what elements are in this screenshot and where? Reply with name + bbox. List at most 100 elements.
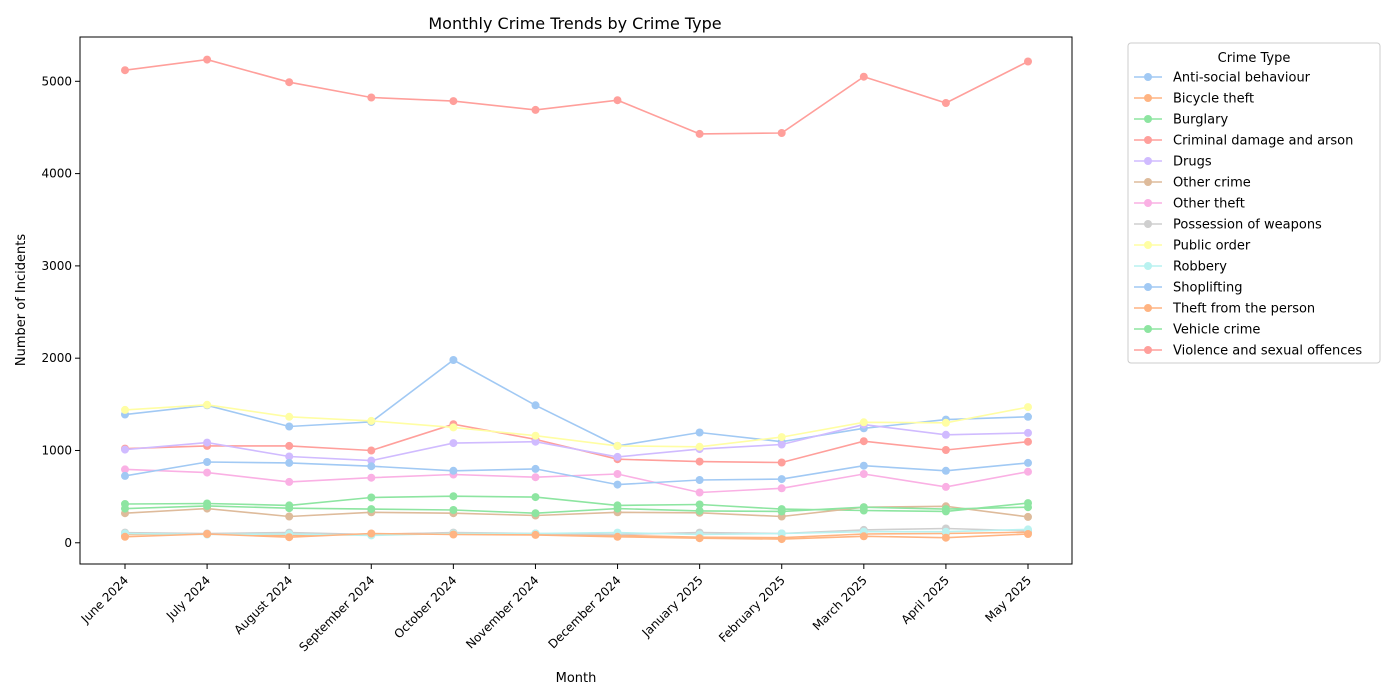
data-point	[531, 530, 540, 539]
series-vehicle-crime	[121, 501, 1032, 518]
data-point	[203, 468, 212, 477]
data-point	[367, 505, 376, 514]
data-point	[531, 401, 540, 410]
legend-item-shoplifting: Shoplifting	[1134, 281, 1242, 296]
data-point	[695, 534, 704, 543]
y-tick-label: 4000	[41, 167, 72, 181]
data-point	[531, 437, 540, 446]
legend-marker	[1144, 115, 1152, 123]
legend-label: Theft from the person	[1172, 302, 1315, 317]
data-point	[859, 437, 868, 446]
data-point	[121, 66, 129, 75]
series-theft-from-the-person	[121, 529, 1032, 544]
data-point	[695, 428, 704, 437]
y-axis: 0 1000 2000 3000 4000 5000	[41, 74, 80, 550]
legend-marker	[1144, 220, 1152, 228]
data-point	[285, 512, 294, 521]
data-point	[203, 458, 212, 466]
data-point	[941, 505, 950, 514]
legend-item-vehicle-crime: Vehicle crime	[1134, 323, 1260, 338]
data-point	[203, 438, 212, 447]
data-point	[695, 476, 704, 484]
legend-marker	[1144, 73, 1152, 81]
data-point	[531, 464, 540, 473]
data-point	[859, 72, 868, 81]
data-point	[1024, 403, 1032, 412]
data-point	[121, 405, 129, 414]
legend-item-drugs: Drugs	[1134, 155, 1212, 170]
y-tick-label: 5000	[41, 74, 72, 88]
series-other-theft	[121, 465, 1032, 497]
data-point	[695, 442, 704, 451]
data-point	[777, 529, 786, 538]
series-layer	[121, 55, 1032, 544]
data-point	[449, 530, 458, 539]
series-line	[124, 423, 1029, 462]
data-point	[1024, 530, 1032, 538]
series-line	[124, 461, 1029, 486]
data-point	[695, 500, 704, 509]
data-point	[613, 470, 622, 478]
legend-item-public-order: Public order	[1134, 239, 1251, 254]
series-line	[124, 505, 1029, 515]
legend-label: Criminal damage and arson	[1173, 134, 1353, 149]
data-point	[695, 506, 704, 515]
data-point	[285, 412, 294, 421]
data-point	[1024, 503, 1032, 512]
data-point	[941, 527, 950, 536]
legend-marker	[1144, 325, 1152, 333]
data-point	[121, 504, 129, 513]
legend-marker	[1144, 199, 1152, 207]
data-point	[367, 93, 376, 102]
data-point	[1024, 467, 1032, 476]
series-line	[124, 531, 1029, 539]
data-point	[859, 418, 868, 427]
series-line	[124, 403, 1029, 448]
data-point	[1024, 437, 1032, 446]
legend-item-bicycle-theft: Bicycle theft	[1134, 92, 1254, 107]
data-point	[531, 509, 540, 518]
legend-marker	[1144, 304, 1152, 312]
data-point	[531, 493, 540, 502]
legend-item-criminal-damage-and-arson: Criminal damage and arson	[1134, 134, 1353, 149]
legend-label: Shoplifting	[1173, 281, 1242, 296]
legend-item-robbery: Robbery	[1134, 260, 1227, 275]
data-point	[285, 441, 294, 450]
data-point	[777, 433, 786, 442]
legend-label: Other theft	[1173, 197, 1245, 212]
legend-marker	[1144, 241, 1152, 249]
series-line	[124, 528, 1029, 537]
legend-items: Anti-social behaviour Bicycle theft Burgla…	[1134, 71, 1362, 359]
legend: Crime Type Anti-social behaviour Bicycle …	[1127, 42, 1381, 364]
data-point	[367, 446, 376, 455]
data-point	[203, 55, 212, 64]
series-shoplifting	[121, 458, 1032, 489]
data-point	[777, 507, 786, 516]
data-point	[859, 461, 868, 470]
data-point	[367, 473, 376, 482]
legend-item-theft-from-the-person: Theft from the person	[1134, 302, 1315, 317]
legend-label: Vehicle crime	[1173, 323, 1260, 338]
data-point	[203, 501, 212, 510]
data-point	[777, 129, 786, 137]
legend-marker	[1144, 178, 1152, 186]
legend-item-anti-social-behaviour: Anti-social behaviour	[1134, 71, 1311, 86]
series-public-order	[121, 400, 1032, 451]
data-point	[449, 97, 458, 106]
legend-label: Public order	[1173, 239, 1251, 254]
series-line	[124, 532, 1029, 540]
data-point	[695, 129, 704, 138]
data-point	[613, 504, 622, 513]
data-point	[531, 473, 540, 482]
legend-marker	[1144, 262, 1152, 270]
legend-marker	[1144, 157, 1152, 165]
data-point	[777, 484, 786, 493]
legend-title: Crime Type	[1218, 51, 1291, 66]
data-point	[1024, 428, 1032, 437]
legend-label: Burglary	[1173, 113, 1228, 128]
data-point	[121, 532, 129, 541]
legend-marker	[1144, 94, 1152, 102]
data-point	[859, 503, 868, 512]
x-axis-label: Month	[556, 671, 597, 686]
data-point	[613, 441, 622, 450]
